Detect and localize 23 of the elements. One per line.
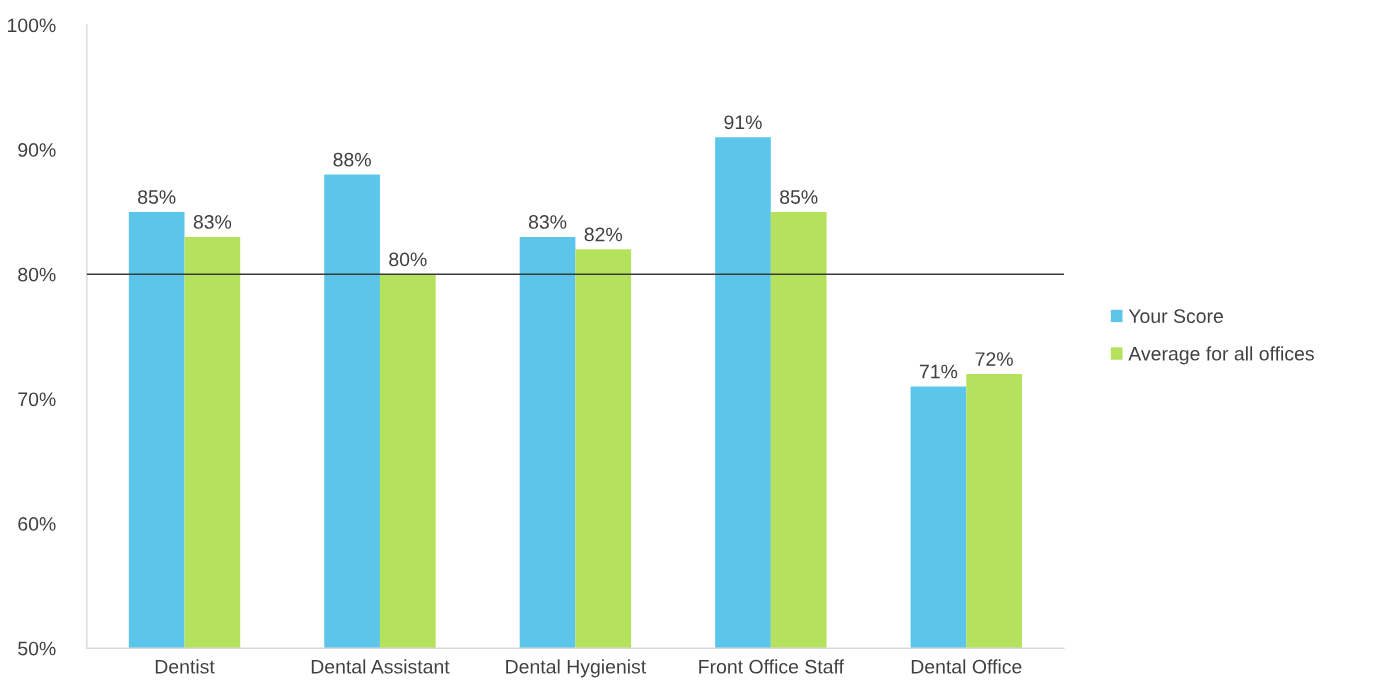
y-tick-label: 90% <box>18 143 56 157</box>
x-tick-label: Dental Hygienist <box>506 659 647 678</box>
data-label: 80% <box>389 252 427 267</box>
y-tick-label: 70% <box>18 392 56 407</box>
x-tick-label: Dental Office <box>911 659 1022 674</box>
data-label: 85% <box>780 190 818 204</box>
data-label: 82% <box>584 227 623 242</box>
data-label: 83% <box>193 215 232 229</box>
y-tick-label: 80% <box>18 267 56 282</box>
x-tick-label: Front Office Staff <box>699 659 845 674</box>
x-tick-label: Dentist <box>155 659 215 674</box>
y-tick-label: 100% <box>8 18 56 33</box>
data-label: 85% <box>138 190 176 204</box>
data-label: 88% <box>333 152 371 167</box>
y-tick-label: 60% <box>18 517 56 531</box>
data-label: 83% <box>528 215 567 229</box>
x-tick-label: Dental Assistant <box>311 659 450 674</box>
data-label: 71% <box>919 364 958 379</box>
legend-label: Your Score <box>1128 309 1223 324</box>
data-label: 72% <box>975 352 1013 366</box>
data-label: 91% <box>724 115 762 130</box>
y-tick-label: 50% <box>18 641 56 656</box>
legend-label: Average for all offices <box>1128 346 1314 365</box>
